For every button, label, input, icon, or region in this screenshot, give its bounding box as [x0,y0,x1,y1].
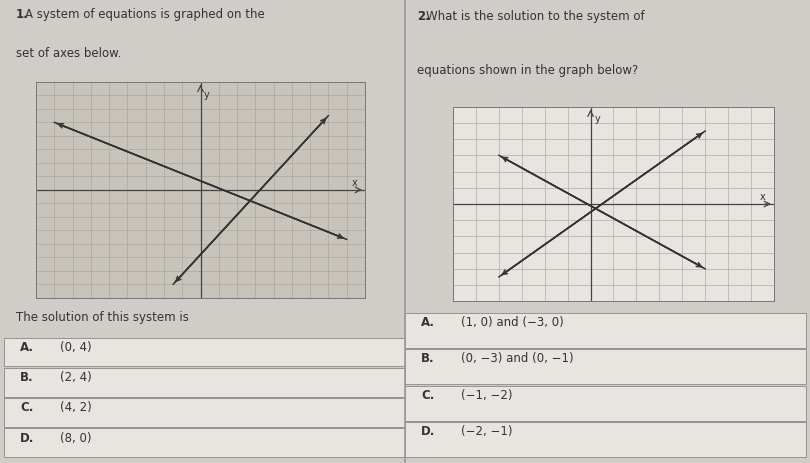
Text: D.: D. [421,425,436,438]
Text: A.: A. [421,315,435,328]
Text: A system of equations is graphed on the: A system of equations is graphed on the [25,8,265,21]
Text: What is the solution to the system of: What is the solution to the system of [426,10,645,23]
FancyBboxPatch shape [4,338,405,367]
FancyBboxPatch shape [405,422,806,457]
Text: A.: A. [20,340,34,353]
Text: (0, 4): (0, 4) [60,340,92,353]
Text: set of axes below.: set of axes below. [16,47,122,60]
FancyBboxPatch shape [405,386,806,421]
Text: (−1, −2): (−1, −2) [461,388,513,401]
Text: D.: D. [20,431,35,444]
FancyBboxPatch shape [4,398,405,427]
Text: B.: B. [20,370,34,383]
Text: (0, −3) and (0, −1): (0, −3) and (0, −1) [461,352,573,365]
Text: C.: C. [20,400,33,413]
Text: B.: B. [421,352,435,365]
Text: 2.: 2. [417,10,430,23]
Text: (8, 0): (8, 0) [60,431,92,444]
Text: The solution of this system is: The solution of this system is [16,310,189,323]
FancyBboxPatch shape [4,428,405,457]
Text: C.: C. [421,388,434,401]
FancyBboxPatch shape [405,350,806,384]
Text: (2, 4): (2, 4) [60,370,92,383]
Text: (1, 0) and (−3, 0): (1, 0) and (−3, 0) [461,315,564,328]
Text: (4, 2): (4, 2) [60,400,92,413]
Text: equations shown in the graph below?: equations shown in the graph below? [417,63,638,77]
FancyBboxPatch shape [4,368,405,397]
Text: 1.: 1. [16,8,29,21]
Text: (−2, −1): (−2, −1) [461,425,513,438]
FancyBboxPatch shape [405,313,806,348]
